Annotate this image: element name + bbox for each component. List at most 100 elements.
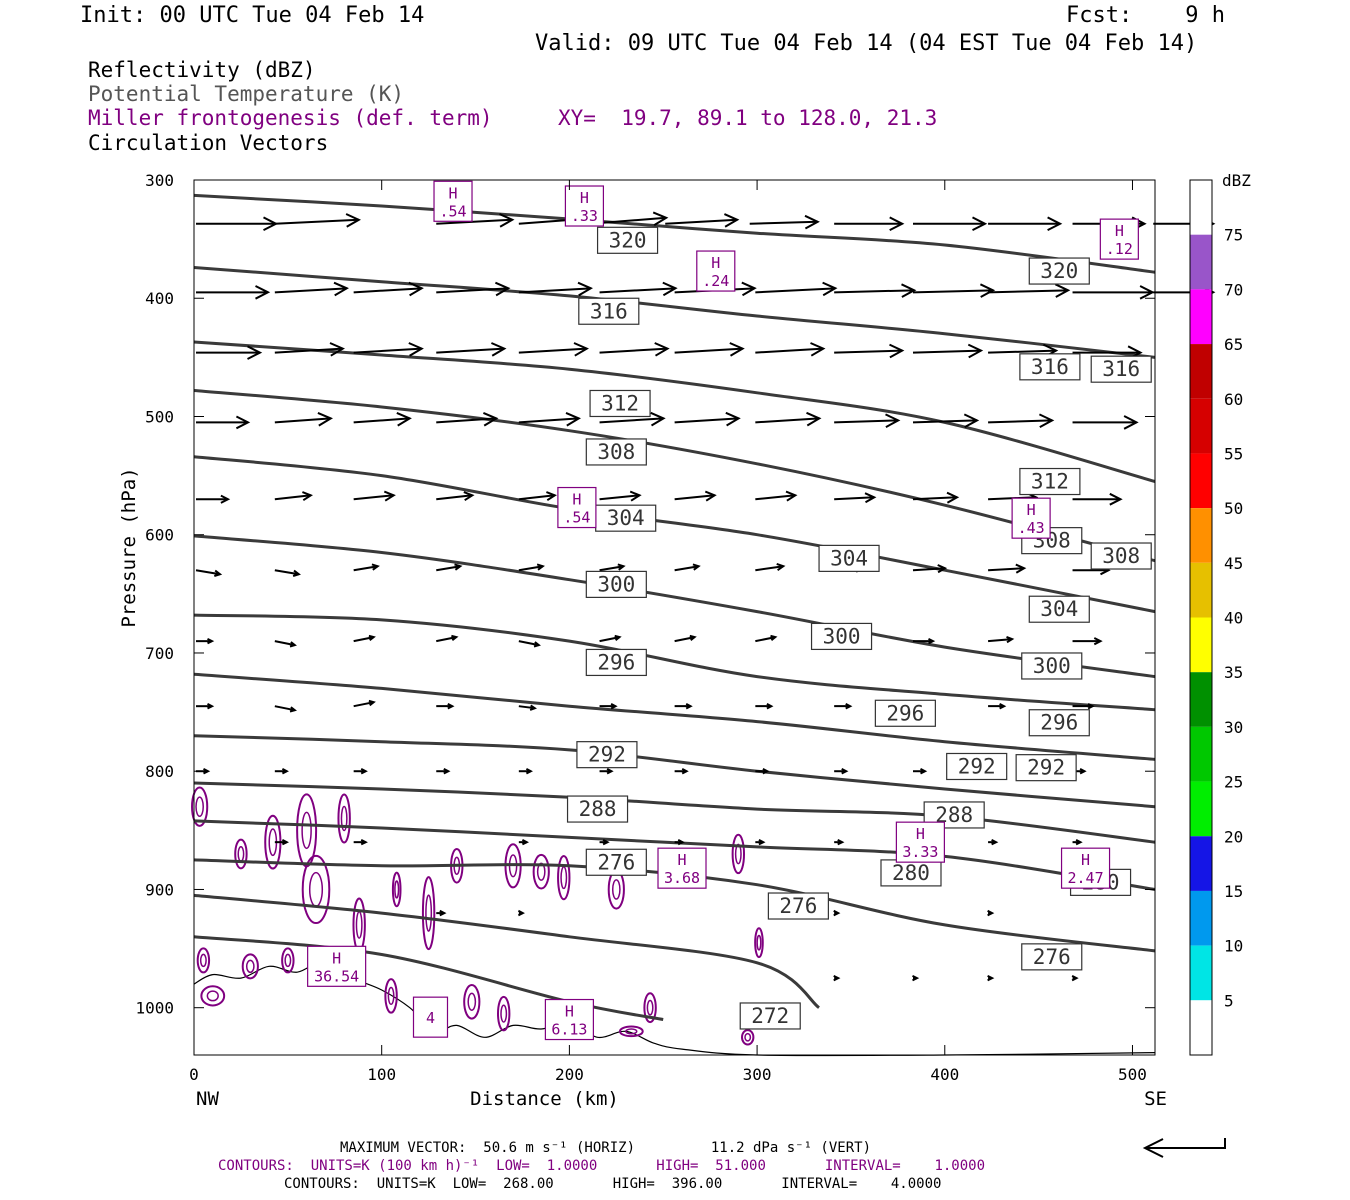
vector-shaft	[599, 417, 664, 424]
fronto-contour	[754, 927, 764, 959]
circulation-vector	[436, 909, 447, 917]
vector-head	[677, 839, 685, 846]
fronto-contour	[463, 983, 481, 1020]
theta-label: 296	[1028, 709, 1090, 737]
vector-head	[371, 563, 380, 571]
vector-shaft	[988, 419, 1053, 424]
circulation-vector	[674, 490, 717, 502]
theta-contour-316	[193, 266, 1156, 359]
fronto-contour-inner	[301, 811, 312, 850]
fronto-contour	[200, 985, 226, 1007]
vector-shaft	[755, 417, 820, 424]
circulation-vector	[674, 839, 685, 846]
circulation-vector	[988, 839, 999, 846]
theta-label: 276	[585, 848, 647, 876]
fronto-contour-inner	[756, 934, 762, 951]
vector-head	[885, 413, 901, 428]
terrain-line	[193, 959, 1156, 1057]
vector-head	[1071, 975, 1079, 982]
vector-shaft	[599, 494, 640, 501]
circulation-vector	[755, 768, 770, 775]
theta-label-text: 276	[597, 850, 635, 874]
fronto-contour-inner	[206, 990, 219, 1002]
fronto-contour-inner	[245, 959, 255, 974]
vector-head	[368, 699, 376, 707]
theta-label-box	[585, 648, 647, 677]
fronto-maximum-box	[895, 821, 945, 863]
vector-shaft	[274, 218, 359, 225]
circulation-vector	[353, 634, 376, 643]
fronto-maximum: H.54	[557, 486, 597, 529]
vector-head	[946, 491, 960, 504]
circulation-vector	[353, 768, 368, 775]
theta-label-box	[576, 741, 638, 769]
vector-head	[408, 342, 424, 357]
theta-label: 308	[1090, 542, 1152, 570]
fronto-maximum-box	[1099, 218, 1139, 260]
theta-contour-268	[193, 935, 664, 1021]
vector-shaft	[674, 565, 699, 572]
theta-label-box	[1021, 943, 1083, 971]
forecast-hour: Fcst: 9 h	[1066, 3, 1225, 28]
theta-label-text: 320	[609, 228, 647, 252]
vector-head	[499, 213, 515, 228]
circulation-vector	[274, 640, 297, 648]
x-tick-label: 100	[367, 1065, 396, 1084]
fronto-contour	[241, 953, 259, 980]
circulation-vector	[274, 839, 289, 846]
theta-label: 280	[880, 859, 942, 887]
circulation-vector	[196, 345, 263, 360]
circulation-vector	[518, 563, 545, 572]
circulation-vector	[274, 342, 345, 357]
vector-head	[203, 768, 211, 775]
fronto-maximum-box	[433, 180, 473, 222]
footer-theta-contours: CONTOURS: UNITS=K LOW= 268.00 HIGH= 396.…	[284, 1176, 942, 1192]
circulation-vector	[834, 283, 917, 298]
theta-contour-292	[193, 672, 1156, 761]
vector-shaft	[988, 567, 1025, 572]
theta-label-box	[818, 544, 880, 572]
vector-shaft	[912, 496, 958, 501]
vector-head	[723, 213, 740, 228]
theta-label-text: 292	[958, 754, 996, 778]
circulation-vector	[674, 342, 745, 357]
vector-shaft	[755, 494, 796, 501]
circulation-vector	[674, 703, 693, 710]
fronto-contour-inner	[560, 866, 568, 890]
theta-label-text: 280	[892, 861, 930, 885]
fronto-contour	[557, 855, 571, 901]
theta-label-text: 308	[597, 440, 635, 464]
theta-label-text: 304	[1040, 597, 1078, 621]
vector-head	[889, 343, 905, 359]
circulation-vector	[353, 839, 368, 846]
vector-shaft	[436, 565, 461, 572]
fronto-contour	[496, 995, 511, 1032]
circulation-vector	[599, 768, 614, 775]
theta-label-box	[589, 389, 651, 418]
colorbar-label: 35	[1224, 663, 1243, 682]
vector-head	[281, 839, 289, 846]
vector-head	[360, 839, 368, 846]
vector-shaft	[834, 349, 903, 354]
circulation-vector	[436, 411, 499, 427]
circulation-vector	[599, 563, 626, 572]
vector-head	[573, 342, 589, 357]
y-tick-label: 600	[145, 526, 174, 545]
fronto-contour	[301, 854, 331, 925]
circulation-vector	[517, 909, 525, 917]
vector-head	[235, 415, 251, 430]
vector-head	[317, 411, 333, 427]
circulation-vector	[1072, 637, 1103, 646]
vector-head	[785, 490, 798, 502]
circulation-vector	[834, 413, 901, 428]
colorbar-segment	[1190, 180, 1212, 235]
vector-head	[681, 768, 689, 775]
fronto-maximum: H.43	[1011, 497, 1051, 539]
vector-head	[729, 342, 745, 357]
fronto-maximum-box	[564, 185, 605, 227]
circulation-vector	[518, 768, 533, 775]
circulation-vector	[1072, 415, 1139, 430]
vector-shaft	[912, 567, 946, 572]
fronto-contour	[731, 833, 746, 875]
colorbar-segment	[1190, 890, 1212, 946]
